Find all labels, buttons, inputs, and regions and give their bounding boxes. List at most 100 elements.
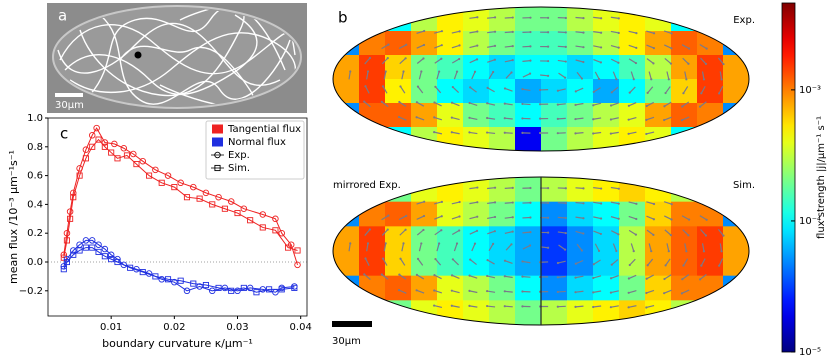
flow-arrow-head	[364, 85, 367, 88]
flow-arrow	[557, 216, 566, 219]
heatmap-cell	[437, 79, 464, 104]
flow-arrow-head	[473, 242, 477, 245]
flow-arrow	[453, 243, 458, 252]
legend-label: Tangential flux	[227, 124, 301, 135]
flow-arrow	[557, 103, 566, 106]
flow-arrow-head	[592, 276, 595, 280]
flow-arrow	[628, 102, 637, 107]
heatmap-cell	[567, 127, 594, 151]
flow-arrow-head	[475, 229, 479, 232]
heatmap-cell	[567, 201, 594, 227]
flow-arrow-head	[617, 46, 620, 49]
flow-arrow-head	[349, 242, 352, 245]
flow-arrow-head	[650, 250, 653, 253]
flow-arrow	[398, 215, 407, 221]
flow-arrow-head	[438, 242, 441, 245]
flow-arrow-head	[468, 101, 471, 105]
flow-arrow	[628, 30, 637, 34]
flow-arrow	[434, 305, 443, 308]
marker	[88, 132, 96, 139]
flow-arrow	[575, 216, 584, 219]
heatmap-cell	[593, 251, 620, 277]
flow-arrow	[646, 131, 655, 135]
flow-arrow-head	[580, 77, 584, 80]
flow-arrow	[593, 59, 602, 63]
flow-arrow-head	[381, 257, 385, 260]
heatmap-cell	[541, 201, 568, 227]
flow-arrow-head	[547, 59, 550, 63]
flow-arrow	[610, 30, 619, 34]
marker	[171, 184, 178, 191]
flow-arrow	[418, 71, 422, 80]
flow-arrow-head	[698, 105, 702, 108]
flow-arrow	[610, 274, 619, 279]
flow-arrow-head	[645, 132, 648, 136]
flow-arrow	[593, 275, 602, 279]
heatmap-cell	[697, 79, 724, 104]
flow-arrow	[469, 30, 478, 34]
marker	[82, 244, 89, 251]
flow-arrow-head	[415, 116, 418, 119]
heatmap-cell	[671, 275, 698, 301]
heatmap-cell	[541, 300, 568, 325]
colorbar	[781, 2, 796, 353]
flow-arrow	[699, 101, 707, 108]
flow-arrow	[452, 258, 460, 266]
flow-arrow	[646, 58, 654, 64]
flow-arrow-head	[528, 244, 532, 247]
heatmap-cell	[359, 275, 386, 301]
marker	[63, 237, 71, 244]
flow-arrow-head	[405, 43, 408, 46]
flow-arrow	[540, 74, 549, 77]
flow-arrow-head	[632, 78, 635, 81]
flow-arrow	[504, 187, 513, 189]
flow-arrow	[575, 59, 584, 63]
flow-arrow	[593, 201, 602, 205]
heatmap-cell	[645, 103, 672, 128]
flow-arrow-head	[687, 47, 691, 50]
flow-arrow-head	[617, 31, 620, 35]
flow-arrow	[416, 44, 425, 49]
flow-arrow	[681, 215, 690, 221]
flow-arrow-head	[632, 250, 635, 253]
flow-arrow	[434, 30, 443, 34]
flow-arrow-head	[652, 32, 656, 35]
trajectory	[59, 24, 296, 75]
flow-arrow-head	[521, 305, 524, 308]
heatmap-cell	[515, 275, 542, 301]
flow-arrow	[434, 131, 443, 135]
flow-arrow	[628, 290, 637, 294]
flow-arrow	[469, 131, 478, 135]
heatmap-cell	[619, 300, 646, 325]
flow-arrow-head	[720, 78, 723, 81]
flow-arrow-head	[511, 186, 514, 189]
flow-arrow	[469, 230, 478, 235]
trajectory	[57, 22, 281, 87]
flow-arrow-head	[539, 88, 542, 92]
flow-arrow	[628, 44, 637, 49]
flow-arrow	[417, 258, 424, 266]
flow-arrow	[610, 186, 619, 190]
flow-arrow-head	[635, 217, 638, 221]
flow-arrow-head	[609, 277, 613, 280]
flow-arrow-head	[685, 250, 688, 253]
flow-arrow	[629, 86, 636, 94]
flow-arrow-head	[615, 249, 618, 253]
marker	[215, 193, 222, 201]
flow-arrow	[681, 44, 690, 50]
flow-arrow	[575, 259, 584, 265]
flow-arrow-head	[617, 17, 620, 20]
flow-arrow-head	[423, 200, 426, 203]
flow-arrow-head	[556, 261, 560, 265]
flow-arrow	[719, 71, 723, 80]
heatmap-cell	[515, 201, 542, 227]
flow-arrow	[451, 201, 460, 205]
map-label: mirrored Exp.	[333, 180, 401, 191]
flow-arrow	[471, 71, 476, 80]
flow-arrow-head	[503, 102, 506, 105]
flow-arrow	[364, 229, 371, 236]
marker	[190, 183, 197, 191]
heatmap-cell	[333, 103, 360, 128]
flow-arrow-head	[599, 61, 603, 64]
heatmap-cell	[723, 201, 749, 227]
